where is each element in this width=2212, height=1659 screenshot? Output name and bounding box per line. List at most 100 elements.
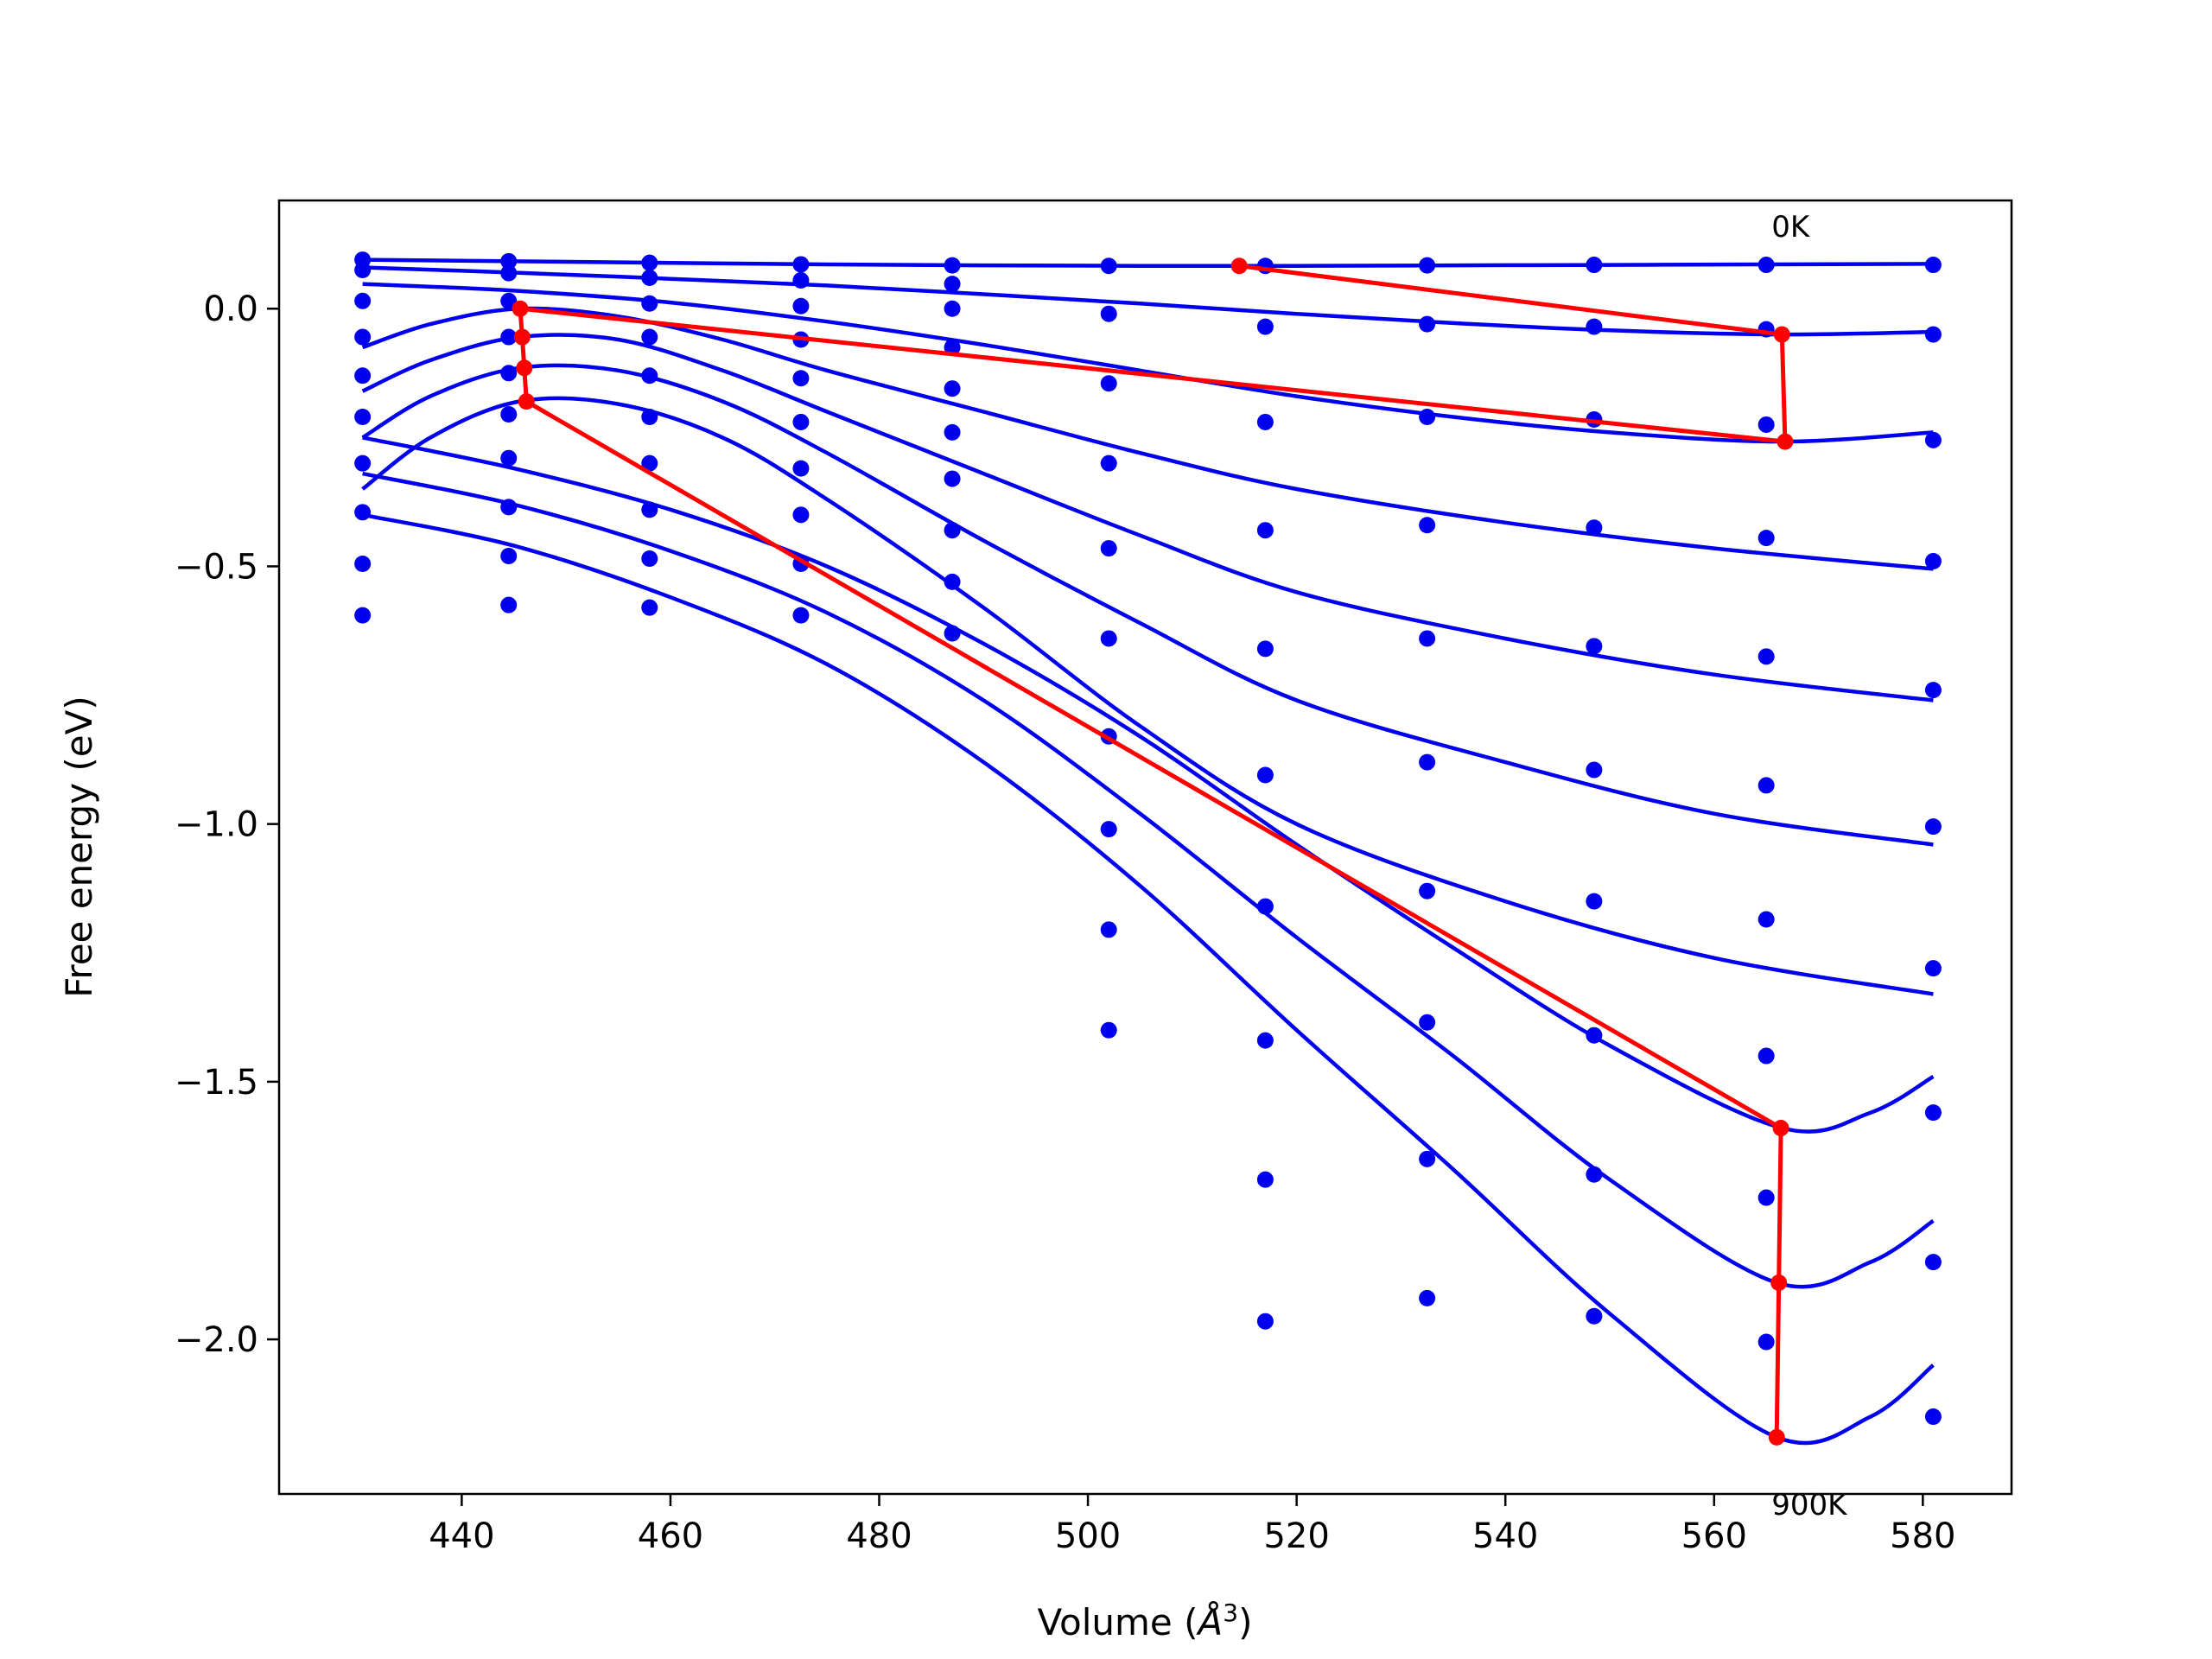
data-point [1758, 416, 1775, 433]
x-axis-label-text: Volume ( [1038, 1601, 1198, 1643]
data-point [1100, 305, 1117, 322]
fit-curve-0 [362, 257, 1934, 269]
data-point [354, 262, 372, 279]
data-point [1419, 753, 1436, 771]
x-axis-unit-power: 3 [1223, 1599, 1238, 1627]
data-point [354, 607, 372, 624]
data-point [500, 548, 518, 565]
data-point [1100, 375, 1117, 392]
data-point [500, 499, 518, 516]
data-point [792, 607, 810, 624]
data-point [500, 406, 518, 423]
data-point [1758, 911, 1775, 928]
x-axis-label-close: ) [1238, 1601, 1252, 1643]
data-point [641, 501, 658, 518]
minimum-point [1777, 433, 1794, 450]
data-point [792, 413, 810, 430]
data-point [1586, 1166, 1603, 1183]
x-tick-label: 520 [1263, 1516, 1329, 1556]
x-tick-label: 480 [846, 1516, 912, 1556]
data-point [641, 254, 658, 271]
data-point [500, 252, 518, 270]
x-tick-label: 460 [638, 1516, 703, 1556]
data-point [1256, 766, 1274, 784]
data-point [944, 276, 961, 293]
data-point [792, 297, 810, 315]
data-point [1256, 1171, 1274, 1188]
data-point [354, 367, 372, 385]
data-point [1586, 638, 1603, 655]
data-point [944, 625, 961, 642]
data-point [1924, 257, 1942, 274]
minimum-point [1768, 1428, 1785, 1446]
data-point [1419, 1014, 1436, 1031]
data-point [1100, 821, 1117, 838]
data-point [354, 328, 372, 346]
data-point [944, 339, 961, 356]
data-point [1419, 257, 1436, 274]
minimum-point [518, 393, 535, 410]
x-tick-label: 500 [1055, 1516, 1121, 1556]
data-point [1419, 1289, 1436, 1306]
x-tick-label: 440 [429, 1516, 494, 1556]
minimum-point [1773, 326, 1790, 343]
x-axis-label: Volume (Å3) [1038, 1599, 1253, 1643]
y-tick-label: −2.0 [175, 1320, 258, 1360]
data-point [1419, 630, 1436, 647]
data-point [1256, 522, 1274, 539]
y-tick-label: −1.0 [175, 805, 258, 845]
data-point [1419, 1150, 1436, 1167]
minimum-path [512, 257, 1794, 1446]
data-point [354, 454, 372, 472]
minimum-point [512, 300, 529, 317]
data-point [500, 449, 518, 467]
data-point [1256, 640, 1274, 658]
fit-curve-1 [362, 265, 1934, 337]
data-points [354, 251, 1942, 1426]
minimum-point [1770, 1274, 1788, 1291]
data-point [1758, 1189, 1775, 1206]
data-point [641, 550, 658, 568]
data-point [500, 596, 518, 613]
y-tick-label: 0.0 [203, 289, 258, 329]
data-point [944, 423, 961, 441]
data-point [1100, 540, 1117, 557]
data-point [1924, 431, 1942, 448]
data-point [1256, 413, 1274, 430]
data-point [1924, 326, 1942, 343]
data-point [1924, 960, 1942, 977]
data-point [500, 365, 518, 382]
minimum-point [1772, 1120, 1789, 1137]
minimum-point [516, 359, 533, 377]
data-point [500, 264, 518, 282]
data-point [641, 295, 658, 312]
data-point [1419, 315, 1436, 333]
fit-curve-6 [361, 396, 1934, 996]
data-point [1419, 517, 1436, 534]
data-point [792, 256, 810, 273]
fit-curve-4 [361, 333, 1934, 702]
data-point [792, 506, 810, 524]
data-point [1924, 818, 1942, 836]
y-axis-label: Free energy (eV) [58, 696, 100, 998]
data-point [641, 367, 658, 385]
data-point [1924, 1408, 1942, 1426]
data-point [1586, 257, 1603, 274]
data-point [944, 380, 961, 397]
data-point [1100, 454, 1117, 472]
x-tick-label: 560 [1681, 1516, 1747, 1556]
data-point [354, 292, 372, 309]
data-point [1419, 408, 1436, 425]
annotations: 0K 900K [1771, 210, 1848, 1522]
data-point [354, 408, 372, 425]
data-point [944, 470, 961, 487]
data-point [641, 269, 658, 286]
data-point [354, 504, 372, 521]
data-point [1586, 1027, 1603, 1044]
data-point [1256, 318, 1274, 335]
x-axis-ticks: 440 460 480 500 520 540 560 580 [429, 1494, 1956, 1556]
data-point [641, 454, 658, 472]
data-point [1924, 1254, 1942, 1271]
minimum-path-line [518, 264, 1788, 1438]
